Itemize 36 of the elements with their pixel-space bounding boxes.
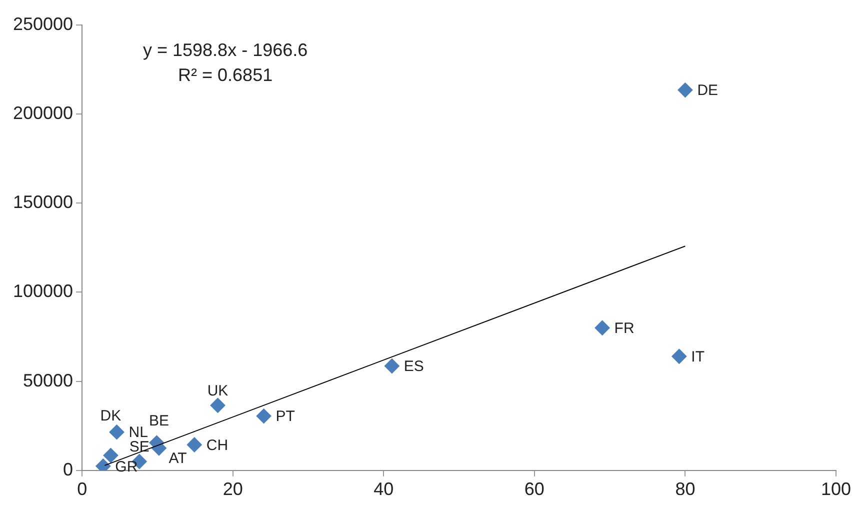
annotation: R² = 0.6851: [178, 64, 273, 85]
annotation: GR: [115, 458, 138, 476]
y-tick-label: 100000: [12, 281, 74, 302]
y-tick-label: 250000: [12, 14, 74, 34]
x-tick-label: 60: [524, 479, 544, 500]
y-tick-label: 0: [63, 459, 74, 480]
annotation: CH: [206, 436, 228, 454]
point: [672, 348, 687, 364]
annotation: DE: [697, 82, 718, 100]
annotation: UK: [207, 382, 228, 400]
y-tick-label: 50000: [23, 370, 74, 390]
annotation: AT: [168, 450, 187, 467]
x-tick-label: 100: [820, 479, 852, 500]
annotation: FR: [614, 320, 634, 338]
annotation: DK: [100, 408, 122, 425]
x-tick-label: 40: [374, 479, 394, 500]
annotation: IT: [691, 348, 705, 366]
point: [256, 408, 272, 424]
annotation: ES: [404, 358, 424, 376]
point: [594, 320, 610, 336]
point: [109, 424, 124, 440]
annotation: PT: [276, 408, 295, 426]
annotation: BE: [148, 412, 169, 430]
point: [678, 82, 693, 98]
annotation: NL: [128, 424, 148, 442]
x-tick-label: 20: [222, 479, 243, 500]
y-tick-label: 200000: [12, 103, 74, 124]
point: [186, 437, 202, 452]
y-tick-label: 150000: [12, 192, 74, 212]
annotation: SE: [129, 438, 150, 456]
point: [210, 398, 226, 413]
annotation: y = 1598.8x - 1966.6: [143, 40, 308, 60]
point: [384, 358, 400, 374]
x-tick-label: 0: [77, 479, 88, 500]
point: [103, 448, 118, 463]
x-tick-label: 80: [675, 479, 696, 500]
